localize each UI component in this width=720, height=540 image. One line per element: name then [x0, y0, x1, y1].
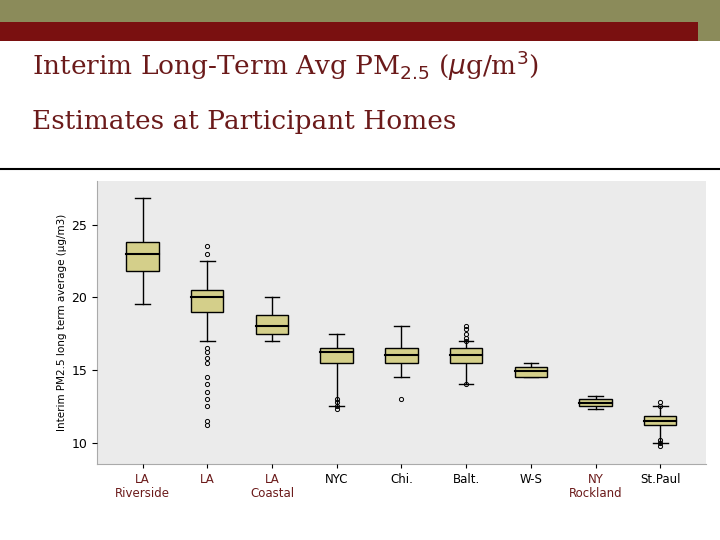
Bar	[698, 22, 720, 40]
Bar	[450, 348, 482, 363]
Text: Interim Long-Term Avg PM$_{2.5}$ ($\mu$g/m$^{3}$): Interim Long-Term Avg PM$_{2.5}$ ($\mu$g…	[32, 49, 539, 83]
Text: Riverside: Riverside	[115, 487, 170, 500]
Bar	[126, 242, 158, 271]
Y-axis label: Interim PM2.5 long term average (μg/m3): Interim PM2.5 long term average (μg/m3)	[58, 214, 68, 431]
Bar	[580, 399, 612, 406]
Text: Coastal: Coastal	[250, 487, 294, 500]
Text: Estimates at Participant Homes: Estimates at Participant Homes	[32, 110, 456, 134]
Bar	[0, 22, 720, 40]
Bar	[515, 367, 547, 377]
Text: Rockland: Rockland	[569, 487, 622, 500]
Bar	[191, 290, 223, 312]
Bar	[385, 348, 418, 363]
Bar	[320, 348, 353, 363]
Bar	[256, 315, 288, 334]
Bar	[0, 0, 720, 22]
Bar	[644, 416, 677, 425]
